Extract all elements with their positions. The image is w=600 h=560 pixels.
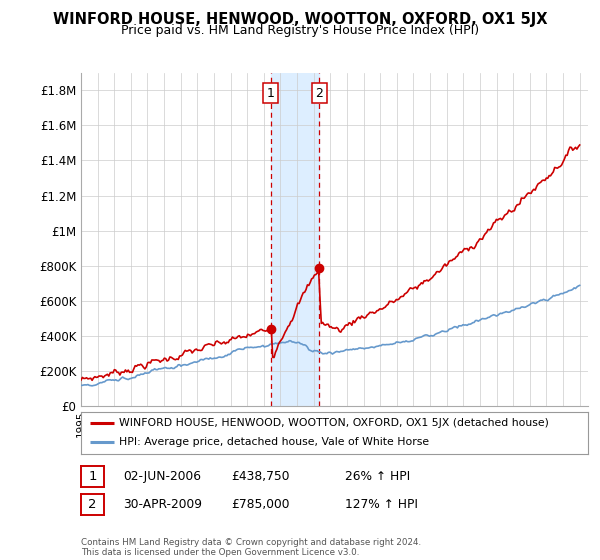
Text: 2: 2 <box>315 87 323 100</box>
Text: HPI: Average price, detached house, Vale of White Horse: HPI: Average price, detached house, Vale… <box>119 437 429 447</box>
Text: WINFORD HOUSE, HENWOOD, WOOTTON, OXFORD, OX1 5JX: WINFORD HOUSE, HENWOOD, WOOTTON, OXFORD,… <box>53 12 547 27</box>
Text: Price paid vs. HM Land Registry's House Price Index (HPI): Price paid vs. HM Land Registry's House … <box>121 24 479 36</box>
Text: 26% ↑ HPI: 26% ↑ HPI <box>345 470 410 483</box>
Text: Contains HM Land Registry data © Crown copyright and database right 2024.
This d: Contains HM Land Registry data © Crown c… <box>81 538 421 557</box>
Bar <box>271 73 319 406</box>
Text: 02-JUN-2006: 02-JUN-2006 <box>123 470 201 483</box>
Text: 2: 2 <box>88 498 97 511</box>
Text: 30-APR-2009: 30-APR-2009 <box>123 498 202 511</box>
Text: 127% ↑ HPI: 127% ↑ HPI <box>345 498 418 511</box>
Text: £438,750: £438,750 <box>231 470 290 483</box>
Text: £785,000: £785,000 <box>231 498 290 511</box>
Text: 1: 1 <box>88 470 97 483</box>
Text: WINFORD HOUSE, HENWOOD, WOOTTON, OXFORD, OX1 5JX (detached house): WINFORD HOUSE, HENWOOD, WOOTTON, OXFORD,… <box>119 418 549 428</box>
Text: 1: 1 <box>267 87 275 100</box>
